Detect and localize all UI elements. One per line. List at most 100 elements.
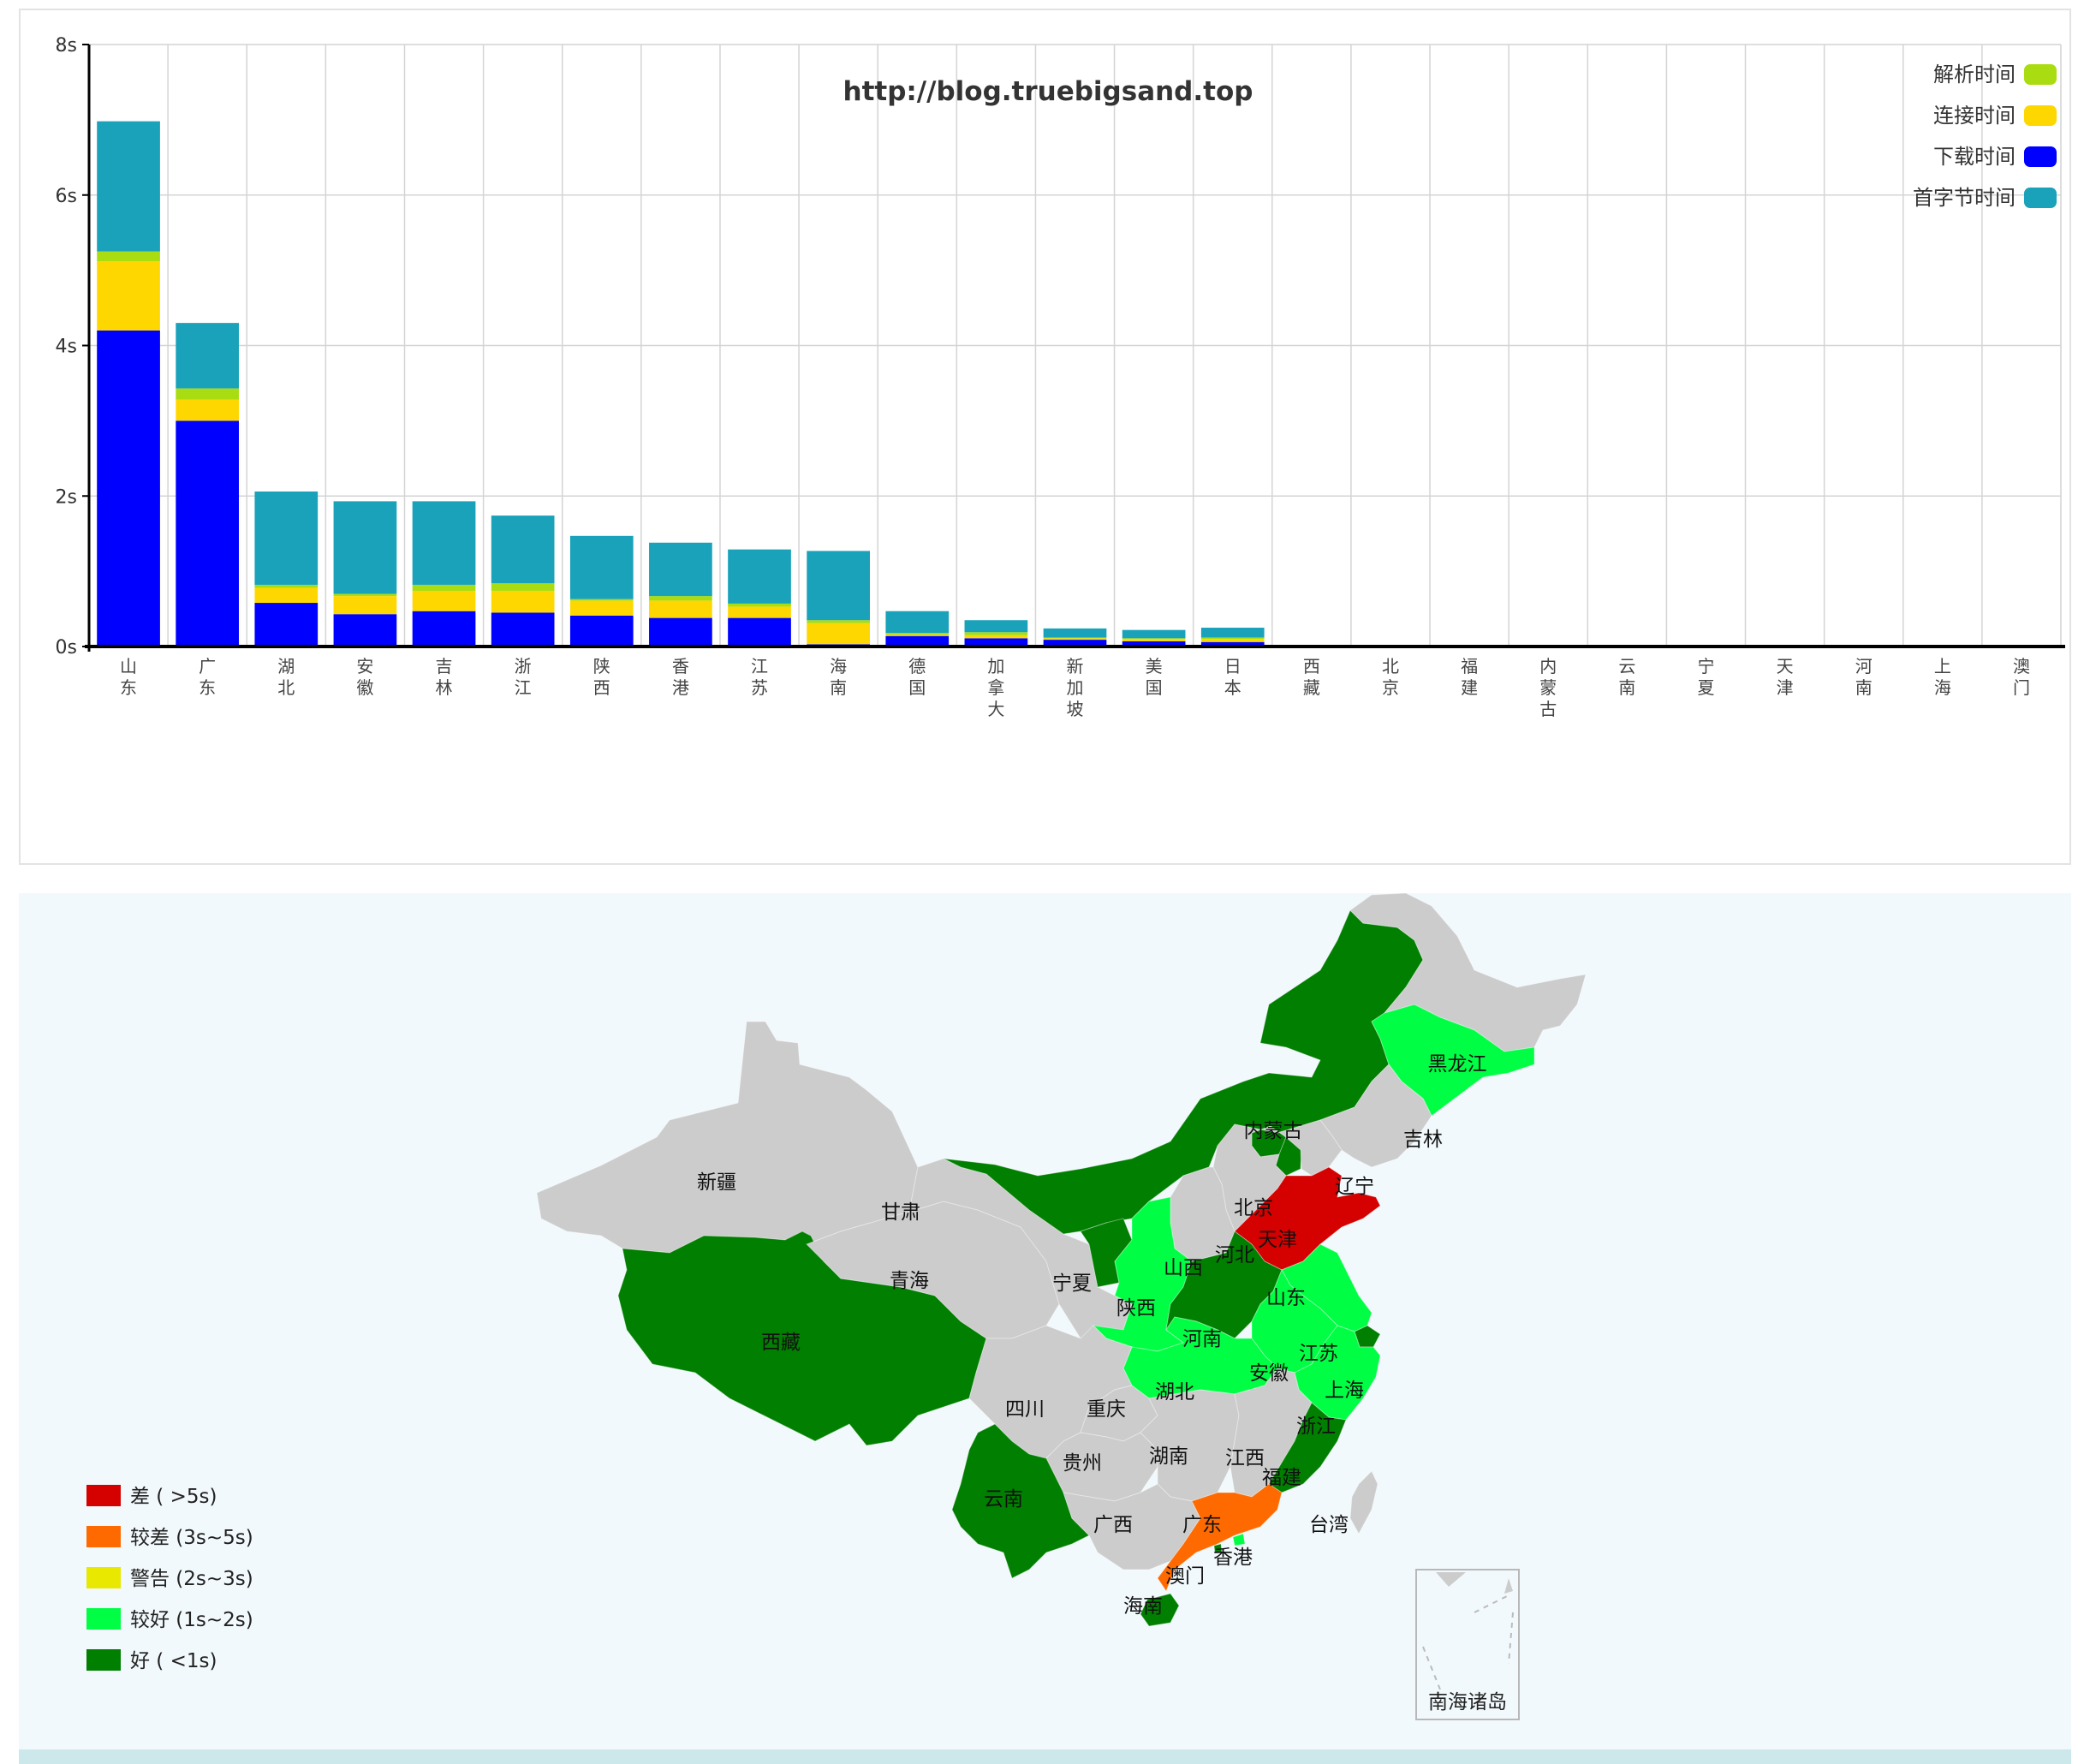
bar-segment[interactable]: [885, 633, 950, 635]
bar-segment[interactable]: [649, 542, 712, 597]
region-label: 河南: [1182, 1328, 1222, 1350]
region-xianggang[interactable]: [1232, 1533, 1246, 1546]
legend-swatch[interactable]: [2024, 188, 2057, 208]
bar-segment[interactable]: [807, 620, 870, 623]
map-legend: 差 ( >5s) 较差 (3s~5s) 警告 (2s~3s) 较好 (1s~2s) 好 …: [86, 1485, 253, 1672]
bar-segment[interactable]: [885, 611, 950, 634]
region-hunan[interactable]: [1140, 1389, 1240, 1502]
region-aomen[interactable]: [1213, 1543, 1223, 1554]
bar-segment[interactable]: [176, 399, 240, 421]
x-tick-label: 安徽: [356, 656, 373, 698]
bar-segment[interactable]: [649, 596, 712, 601]
region-taiwan[interactable]: [1349, 1470, 1378, 1535]
region-hainan[interactable]: [1140, 1593, 1180, 1627]
bar-segment[interactable]: [491, 590, 555, 613]
bar-segment[interactable]: [964, 632, 1028, 635]
bar-segment[interactable]: [333, 614, 397, 647]
bar-segment[interactable]: [412, 501, 476, 585]
region-jilin[interactable]: [1371, 1004, 1535, 1117]
bar-segment[interactable]: [1122, 639, 1186, 641]
bar-segment[interactable]: [97, 251, 160, 262]
region-shandong[interactable]: [1234, 1166, 1381, 1271]
bar-segment[interactable]: [333, 593, 397, 597]
x-tick-label: 北京: [1382, 656, 1399, 698]
bar-segment[interactable]: [807, 623, 870, 645]
bar-segment[interactable]: [491, 612, 555, 647]
bar-segment[interactable]: [1122, 638, 1186, 640]
x-tick-label: 上海: [1934, 656, 1951, 698]
bar-segment[interactable]: [807, 551, 870, 621]
legend-label: 解析时间: [1933, 63, 2016, 86]
bar-segment[interactable]: [97, 121, 160, 252]
bar-segment[interactable]: [728, 603, 791, 607]
region-guangdong[interactable]: [1157, 1483, 1283, 1593]
bar-segment[interactable]: [176, 323, 240, 389]
region-xinjiang[interactable]: [536, 1021, 919, 1254]
bar-segment[interactable]: [569, 615, 634, 647]
legend-swatch[interactable]: [2024, 105, 2057, 126]
chart-watermark: http://blog.truebigsand.top: [843, 76, 1253, 107]
bar-segment[interactable]: [1122, 641, 1186, 647]
bar-segment[interactable]: [569, 535, 634, 599]
x-tick-label: 山东: [120, 656, 137, 698]
map-legend-swatch[interactable]: [86, 1649, 121, 1671]
bar-segment[interactable]: [491, 583, 555, 591]
south-china-sea-inset: 南海诸岛: [1415, 1569, 1520, 1720]
bar-segment[interactable]: [885, 634, 950, 636]
legend-swatch[interactable]: [2024, 146, 2057, 167]
bar-segment[interactable]: [649, 617, 712, 647]
region-label: 湖北: [1155, 1381, 1194, 1403]
bar-segment[interactable]: [333, 596, 397, 615]
bar-segment[interactable]: [1200, 637, 1265, 640]
map-legend-swatch[interactable]: [86, 1485, 121, 1506]
region-yunnan[interactable]: [951, 1423, 1090, 1579]
map-legend-swatch[interactable]: [86, 1567, 121, 1588]
region-label: 四川: [1005, 1398, 1045, 1421]
bar-segment[interactable]: [254, 491, 319, 585]
region-sichuan[interactable]: [968, 1325, 1133, 1459]
bar-segment[interactable]: [1200, 628, 1265, 638]
bar-segment[interactable]: [728, 549, 791, 604]
bar-segment[interactable]: [728, 617, 791, 647]
bar-segment[interactable]: [333, 501, 397, 594]
bar-segment[interactable]: [97, 330, 160, 647]
bar-segment[interactable]: [1043, 637, 1107, 639]
region-heilongjiang[interactable]: [1349, 893, 1587, 1052]
bar-segment[interactable]: [254, 587, 319, 604]
bar-segment[interactable]: [1122, 629, 1186, 639]
bar-segment[interactable]: [1043, 640, 1107, 647]
bar-segment[interactable]: [964, 620, 1028, 633]
map-legend-swatch[interactable]: [86, 1526, 121, 1547]
bar-segment[interactable]: [412, 611, 476, 647]
bar-segment[interactable]: [254, 603, 319, 647]
bar-segment[interactable]: [1200, 639, 1265, 642]
bar-segment[interactable]: [412, 584, 476, 591]
bar-segment[interactable]: [569, 600, 634, 616]
bar-segment[interactable]: [964, 638, 1028, 647]
region-label: 河北: [1215, 1244, 1254, 1266]
bar-segment[interactable]: [885, 635, 950, 647]
bar-segment[interactable]: [569, 599, 634, 601]
bar-segment[interactable]: [412, 590, 476, 611]
bar-segment[interactable]: [176, 388, 240, 400]
bar-segment[interactable]: [649, 600, 712, 618]
bar-segment[interactable]: [964, 635, 1028, 639]
bar-segment[interactable]: [176, 420, 240, 647]
bar-segment[interactable]: [1200, 641, 1265, 647]
map-legend-swatch[interactable]: [86, 1608, 121, 1630]
bar-segment[interactable]: [1043, 638, 1107, 641]
map-legend-label: 警告 (2s~3s): [130, 1568, 253, 1590]
bar-segment[interactable]: [254, 584, 319, 588]
legend-swatch[interactable]: [2024, 64, 2057, 85]
region-liaoning[interactable]: [1319, 1064, 1432, 1168]
map-legend-label: 较差 (3s~5s): [130, 1527, 253, 1549]
region-fujian[interactable]: [1268, 1402, 1347, 1493]
bar-segment[interactable]: [728, 606, 791, 618]
region-label: 上海: [1325, 1380, 1364, 1402]
region-label: 青海: [890, 1270, 929, 1292]
bar-segment[interactable]: [97, 261, 160, 331]
bar-segment[interactable]: [1043, 628, 1107, 638]
bar-segment[interactable]: [491, 515, 555, 584]
region-jiangsu[interactable]: [1281, 1243, 1372, 1332]
